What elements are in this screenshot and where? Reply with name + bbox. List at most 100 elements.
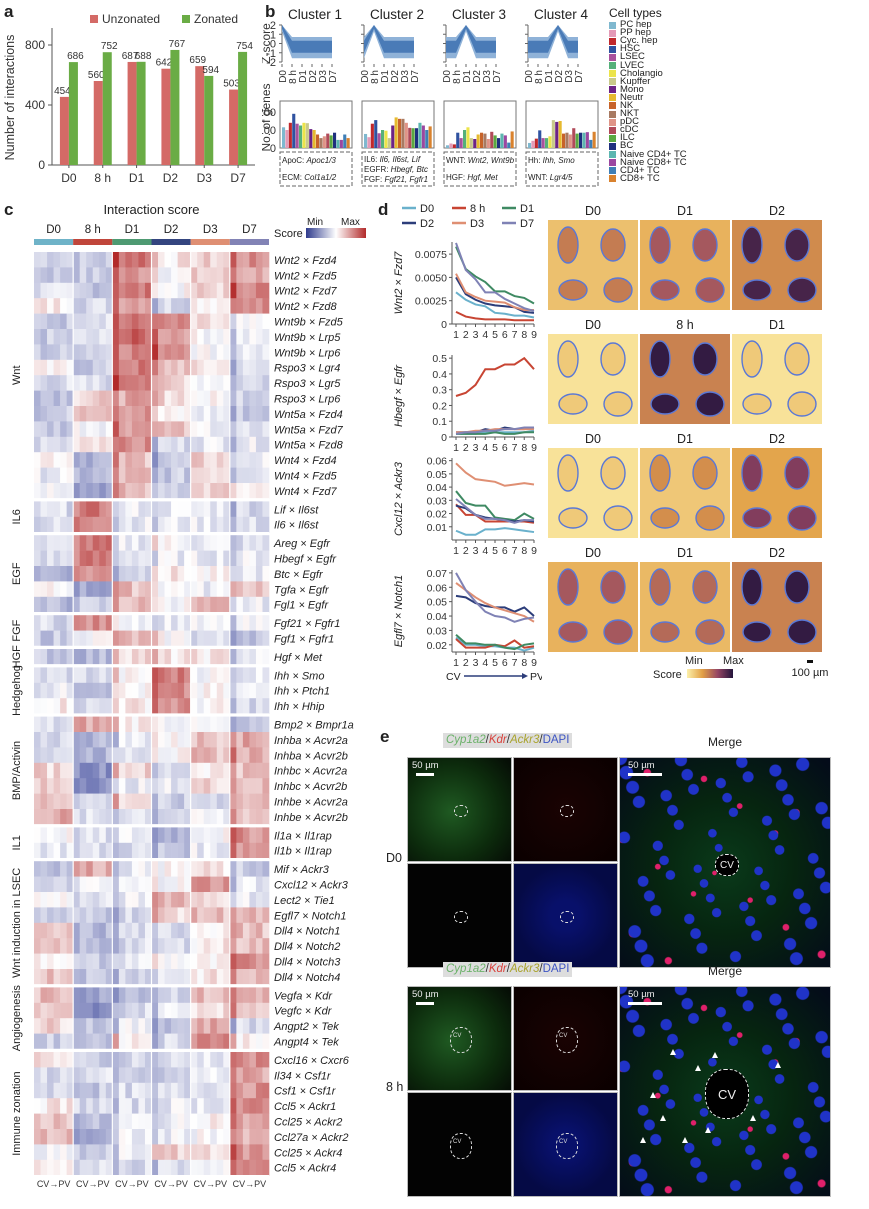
heatmap-cell	[184, 406, 191, 422]
bar-unzonated	[161, 68, 171, 165]
heatmap-cell	[125, 987, 133, 1004]
heatmap-cell	[105, 421, 113, 438]
heatmap-cell	[262, 615, 270, 631]
gene-count-bar	[346, 138, 350, 148]
heatmap-cell	[203, 953, 211, 970]
gene-count-bar	[548, 136, 552, 148]
heatmap-cell	[210, 467, 218, 484]
heatmap-cell	[66, 329, 74, 345]
heatmap-cell	[34, 1082, 41, 1099]
heatmap-cell	[86, 390, 94, 407]
heatmap-cell	[223, 987, 231, 1004]
zone-contour	[742, 621, 772, 643]
heatmap-cell	[210, 1067, 218, 1084]
heatmap-cell	[236, 698, 244, 714]
stain-name: /	[506, 963, 510, 975]
heatmap-cell	[79, 1113, 87, 1130]
heatmap-cell	[40, 313, 48, 330]
heatmap-cell	[66, 282, 74, 299]
heatmap-cell	[249, 1082, 257, 1099]
x-tick-label: 8 h	[452, 70, 463, 84]
heatmap-cell	[112, 630, 120, 647]
heatmap-cell	[47, 630, 54, 647]
heatmap-cell	[262, 1033, 270, 1050]
heatmap-cell	[40, 359, 48, 376]
y-tick-label: 0.07	[427, 568, 448, 580]
heatmap-cell	[99, 359, 107, 376]
heatmap-cell	[66, 516, 74, 533]
heatmap-cell	[229, 329, 237, 345]
heatmap-cell	[131, 467, 139, 484]
heatmap-cell	[210, 1129, 218, 1145]
heatmap-cell	[216, 762, 224, 779]
heatmap-cell	[105, 1002, 113, 1019]
column-color-bar	[229, 239, 269, 245]
heatmap-cell	[223, 516, 231, 533]
heatmap-cell	[216, 359, 224, 376]
pv-label: PV	[530, 671, 542, 683]
heatmap-cell	[79, 252, 87, 268]
heatmap-cell	[131, 667, 139, 684]
heatmap-cell	[118, 581, 126, 598]
heatmap-cell	[236, 566, 244, 582]
heatmap-cell	[118, 452, 126, 468]
heatmap-cell	[40, 329, 48, 345]
legend-item: cDC	[609, 125, 869, 135]
gene-count-bar	[336, 139, 340, 148]
heatmap-cell	[99, 252, 107, 268]
heatmap-cell	[197, 483, 205, 499]
heatmap-cell	[184, 1129, 191, 1145]
gene-count-bar	[459, 138, 463, 148]
heatmap-cell	[236, 483, 244, 499]
heatmap-cell	[236, 809, 244, 825]
zone-contour	[600, 456, 626, 490]
heatmap-cell	[131, 436, 139, 453]
heatmap-cell	[223, 1144, 231, 1161]
heatmap-cell	[73, 267, 80, 284]
heatmap-cell	[151, 1113, 159, 1130]
x-tick-label: 5	[492, 545, 498, 557]
gene-count-bar	[562, 133, 566, 148]
heatmap-cell	[92, 581, 100, 598]
zone-contour	[787, 277, 817, 303]
heatmap-cell	[53, 938, 61, 954]
heatmap-cell	[79, 827, 87, 844]
heatmap-cell	[53, 566, 61, 582]
gene-count-bar	[541, 138, 545, 148]
heatmap-cell	[138, 969, 146, 985]
heatmap-cell	[242, 1082, 250, 1099]
heatmap-cell	[125, 298, 133, 314]
heatmap-cell	[223, 809, 231, 825]
heatmap-cell	[99, 762, 107, 779]
heatmap-cell	[144, 922, 152, 939]
heatmap-cell	[118, 252, 126, 268]
heatmap-cell	[203, 1018, 211, 1034]
heatmap-cell	[125, 649, 133, 665]
heatmap-cell	[255, 436, 263, 453]
heatmap-cell	[229, 406, 237, 422]
heatmap-cell	[144, 550, 152, 567]
heatmap-cell	[242, 969, 250, 985]
gene-count-bar	[418, 122, 422, 148]
heatmap-cell	[144, 698, 152, 714]
heatmap-cell	[210, 1113, 218, 1130]
heatmap-cell	[229, 535, 237, 551]
channel-dapi-image: CV	[513, 1092, 618, 1197]
heatmap-cell	[125, 501, 133, 518]
row-label: Inhba × Acvr2a	[274, 735, 348, 747]
heatmap-cell	[249, 716, 257, 733]
heatmap-cell	[236, 969, 244, 985]
heatmap-cell	[99, 483, 107, 499]
heatmap-cell	[144, 282, 152, 299]
heatmap-cell	[138, 1018, 146, 1034]
heatmap-cell	[171, 793, 178, 810]
heatmap-cell	[216, 390, 224, 407]
heatmap-cell	[249, 581, 257, 598]
heatmap-cell	[190, 778, 198, 794]
heatmap-cell	[229, 483, 237, 499]
heatmap-cell	[190, 987, 198, 1004]
heatmap-cell	[158, 953, 165, 970]
gene-count-bar	[316, 134, 320, 148]
heatmap-cell	[105, 762, 113, 779]
